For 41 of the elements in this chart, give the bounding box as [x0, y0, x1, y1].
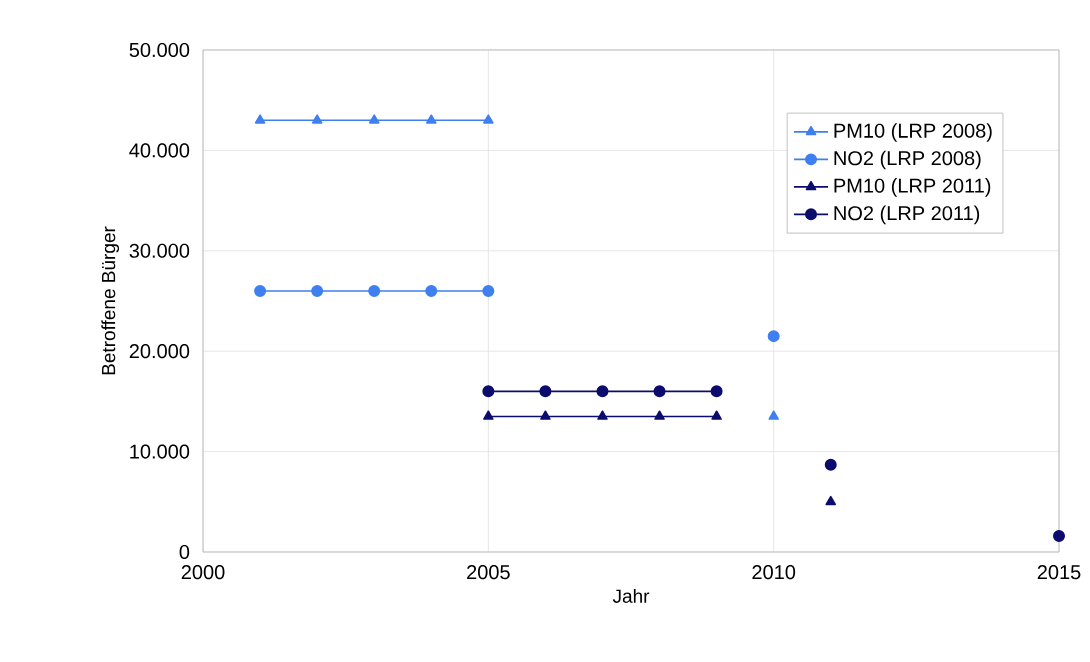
y-tick-label: 10.000	[130, 444, 190, 459]
point	[425, 114, 437, 124]
point	[768, 410, 779, 420]
point	[710, 385, 723, 398]
legend-label: PM10 (LRP 2011)	[834, 178, 991, 197]
x-axis-title: Jahr	[612, 588, 650, 603]
point	[653, 385, 666, 398]
point	[368, 284, 381, 297]
legend-label: NO2 (LRP 2008)	[834, 150, 981, 170]
point	[654, 410, 665, 420]
point	[540, 410, 551, 420]
point	[539, 385, 552, 398]
point	[596, 385, 609, 398]
point	[597, 410, 608, 420]
point	[482, 385, 495, 398]
point	[483, 114, 494, 124]
legend-label: NO2 (LRP 2011)	[834, 205, 980, 225]
x-tick-label: 2000	[181, 565, 225, 580]
point	[254, 114, 266, 124]
point	[311, 114, 323, 124]
point	[254, 284, 267, 297]
point	[711, 410, 722, 420]
point	[1053, 529, 1066, 542]
point	[767, 330, 780, 343]
y-tick-label: 40.000	[129, 143, 190, 158]
x-tick-label: 2010	[752, 565, 796, 580]
point	[368, 114, 380, 124]
y-tick-label: 50.000	[129, 42, 190, 58]
legend-label: PM10 (LRP 2008)	[834, 123, 992, 142]
y-tick-label: 30.000	[129, 243, 190, 258]
x-tick-label: 2005	[467, 565, 510, 580]
point	[825, 495, 837, 506]
y-tick-label: 20.000	[129, 344, 190, 359]
y-tick-label: 0	[179, 544, 190, 560]
point	[482, 284, 495, 297]
x-tick-label: 2015	[1037, 565, 1081, 580]
point	[425, 284, 438, 297]
point	[483, 410, 494, 420]
point	[311, 284, 324, 297]
y-axis-title: Betroffene Bürger	[101, 226, 120, 375]
point	[824, 458, 837, 471]
